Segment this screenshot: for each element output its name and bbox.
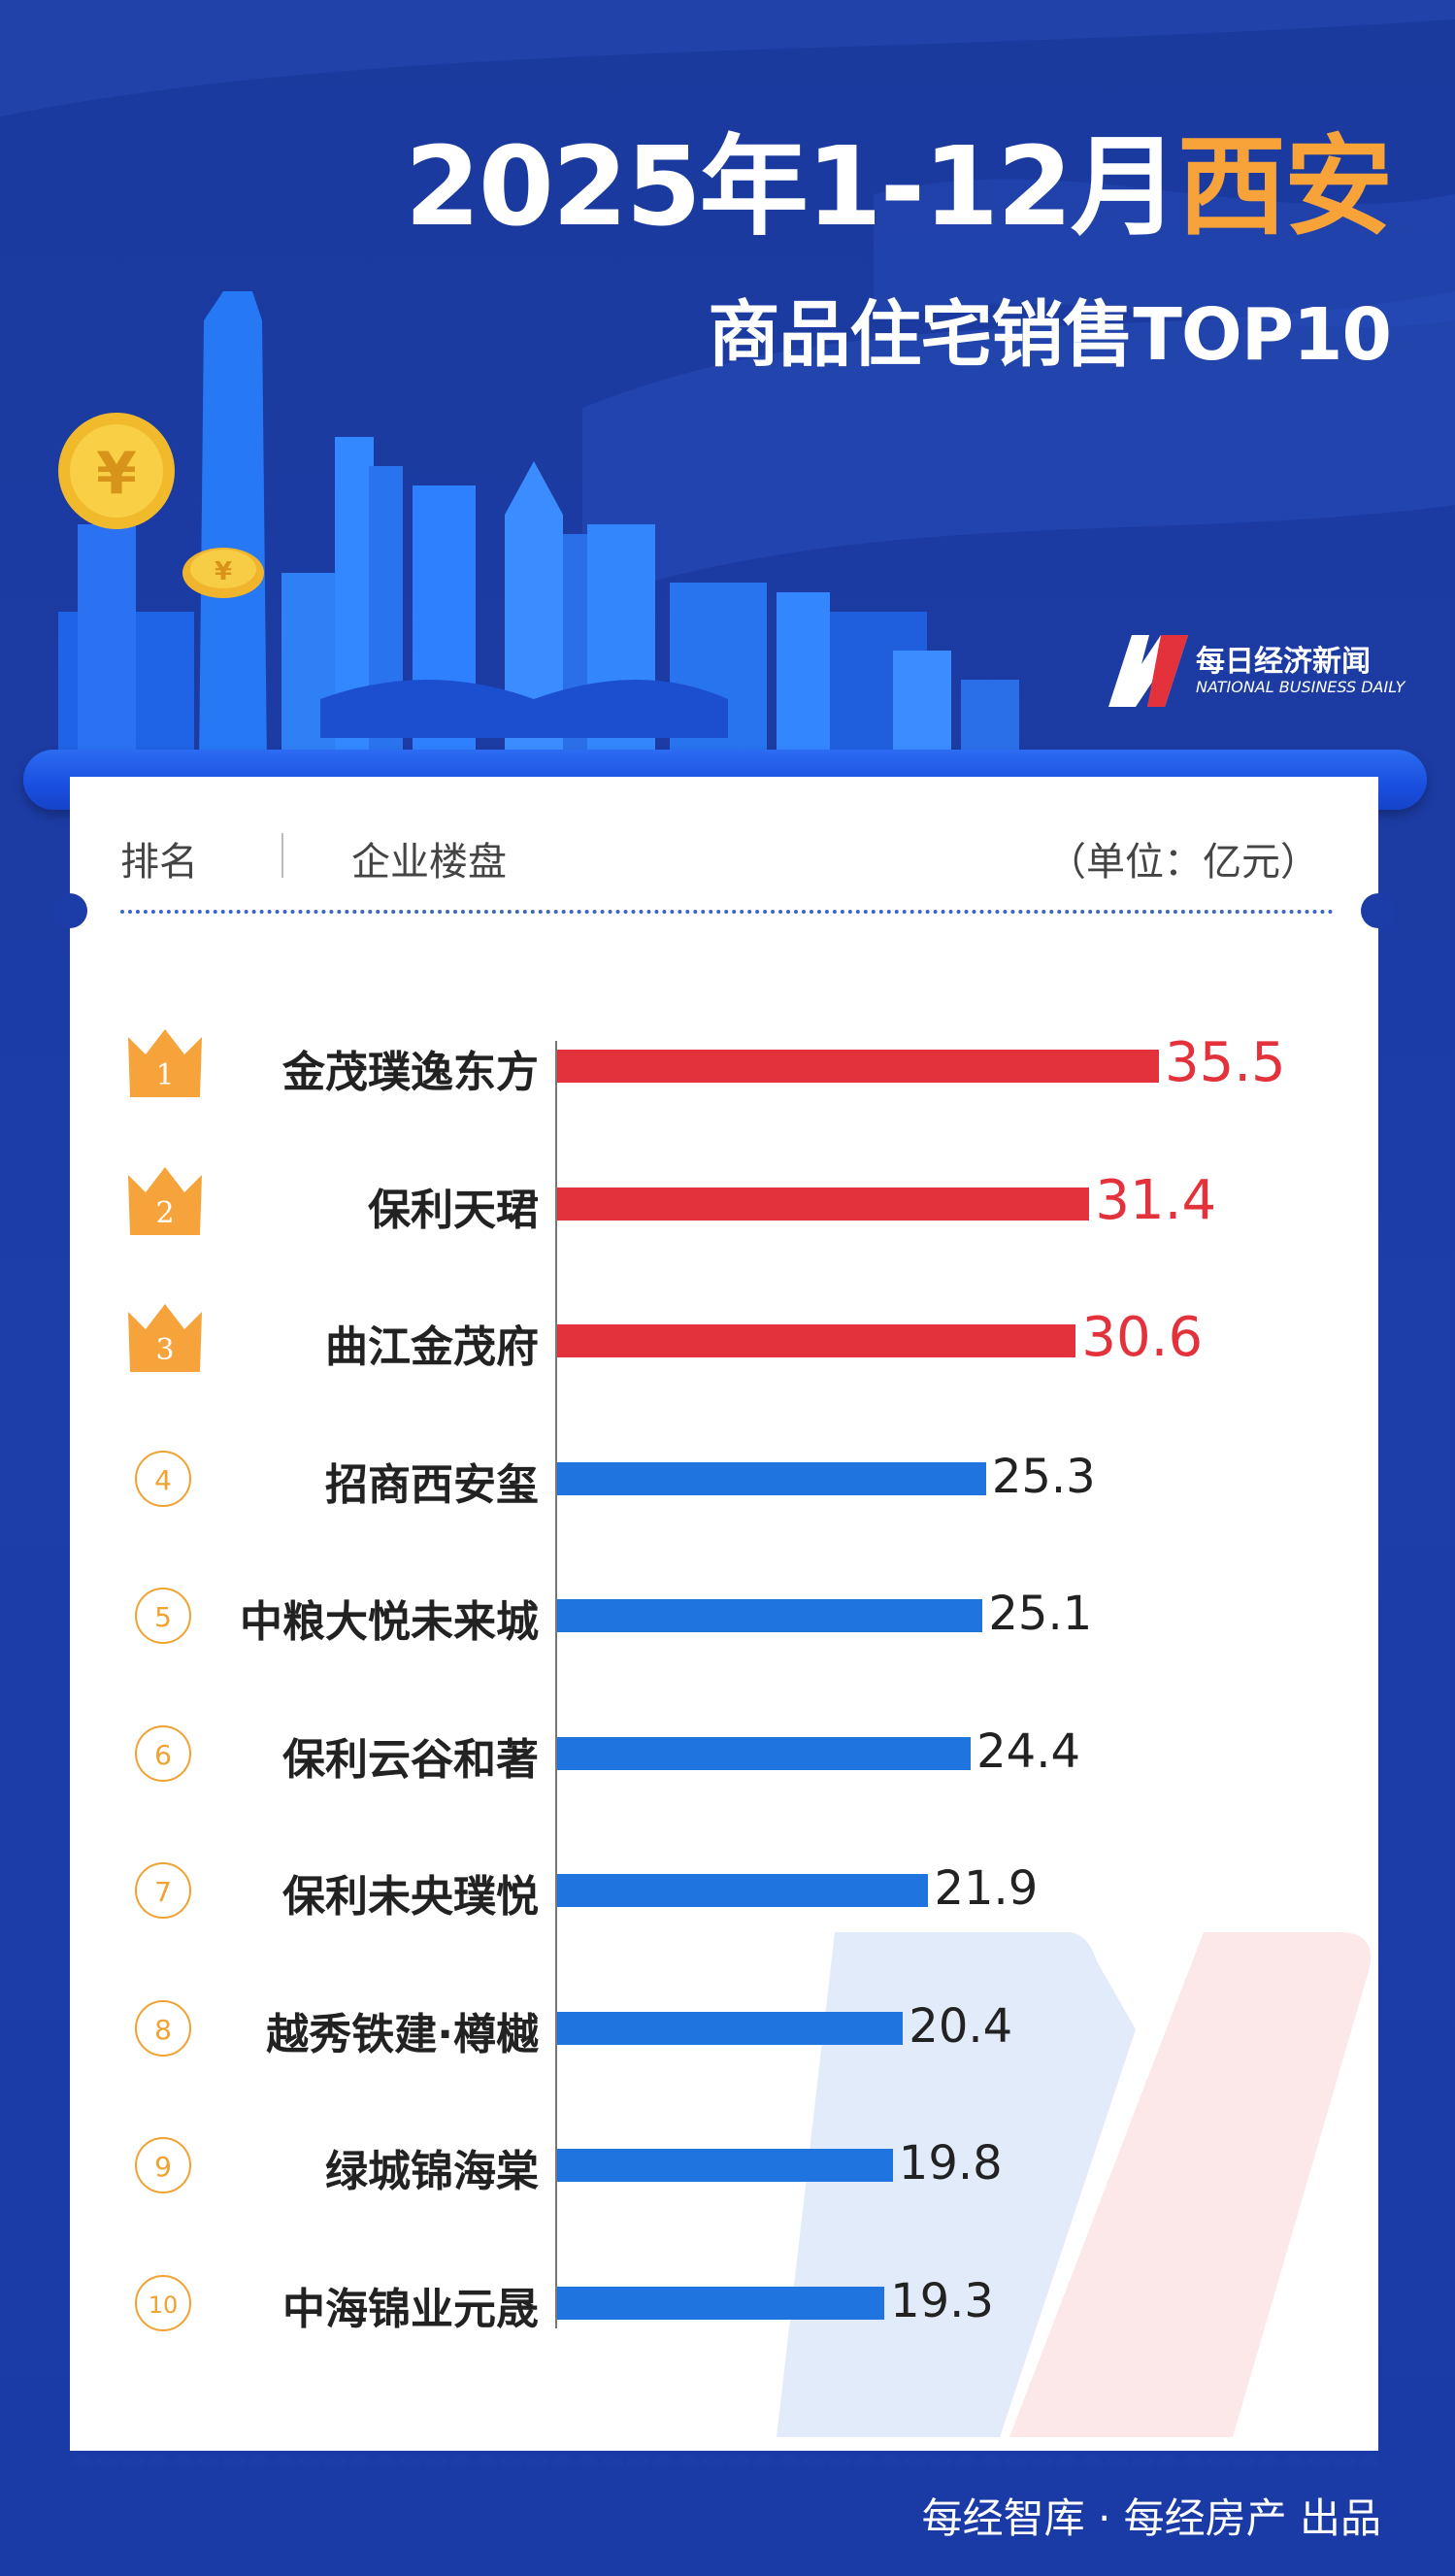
rank-number: 9 bbox=[135, 2137, 191, 2193]
value-label: 25.3 bbox=[991, 1449, 1096, 1504]
city-skyline-illustration: ¥ ¥ bbox=[58, 291, 1019, 767]
value-label: 30.6 bbox=[1081, 1306, 1204, 1369]
page-title: 2025年1-12月西安 bbox=[405, 124, 1393, 251]
title-main: 2025年1-12月 bbox=[405, 124, 1179, 251]
bar bbox=[557, 1461, 986, 1495]
rank-number: 1 bbox=[155, 1058, 175, 1092]
card-notch-left bbox=[52, 893, 87, 928]
header-divider bbox=[120, 910, 1334, 914]
bar bbox=[557, 1599, 983, 1632]
rank-number: 6 bbox=[135, 1724, 191, 1782]
rank-crown-icon: 3 bbox=[124, 1300, 206, 1378]
logo-english-name: NATIONAL BUSINESS DAILY bbox=[1196, 678, 1405, 696]
bar bbox=[557, 1187, 1090, 1221]
project-name: 保利未央璞悦 bbox=[282, 1872, 539, 1922]
project-name: 绿城锦海棠 bbox=[325, 2147, 539, 2196]
svg-text:¥: ¥ bbox=[96, 440, 137, 508]
value-label: 21.9 bbox=[934, 1861, 1039, 1916]
rank-number: 2 bbox=[155, 1195, 175, 1230]
project-name: 曲江金茂府 bbox=[325, 1322, 539, 1372]
project-name: 中海锦业元晟 bbox=[282, 2284, 539, 2334]
rank-crown-icon: 1 bbox=[124, 1025, 206, 1103]
rank-number: 5 bbox=[135, 1588, 191, 1644]
project-name: 金茂璞逸东方 bbox=[282, 1048, 539, 1097]
rank-number: 8 bbox=[135, 1999, 191, 2057]
value-label: 19.3 bbox=[890, 2273, 994, 2328]
bar bbox=[557, 1050, 1159, 1083]
value-label: 19.8 bbox=[898, 2136, 1003, 2191]
bar bbox=[557, 2286, 885, 2320]
project-name: 越秀铁建·樽樾 bbox=[266, 2009, 539, 2059]
svg-text:¥: ¥ bbox=[215, 557, 232, 586]
project-name: 中粮大悦未来城 bbox=[240, 1597, 539, 1647]
column-header-rank: 排名 bbox=[120, 840, 198, 885]
card-notch-right bbox=[1361, 893, 1396, 928]
background-waves bbox=[0, 0, 1455, 602]
title-city: 西安 bbox=[1177, 124, 1393, 251]
bar bbox=[557, 1324, 1076, 1357]
column-header-project: 企业楼盘 bbox=[351, 840, 507, 885]
nbd-logo-mark bbox=[1108, 635, 1188, 707]
nbd-logo: 每日经济新闻 NATIONAL BUSINESS DAILY bbox=[1107, 631, 1417, 709]
rank-number: 10 bbox=[135, 2274, 191, 2331]
rank-crown-icon: 2 bbox=[124, 1163, 206, 1241]
project-name: 保利云谷和著 bbox=[282, 1734, 539, 1785]
bar bbox=[557, 1736, 972, 1770]
value-label: 31.4 bbox=[1095, 1168, 1217, 1232]
project-name: 保利天珺 bbox=[368, 1185, 539, 1235]
value-label: 24.4 bbox=[976, 1723, 1081, 1779]
value-label: 35.5 bbox=[1165, 1031, 1286, 1094]
bar bbox=[557, 1874, 929, 1907]
logo-chinese-name: 每日经济新闻 bbox=[1196, 645, 1371, 679]
unit-label: （单位：亿元） bbox=[1047, 840, 1319, 885]
rank-number: 7 bbox=[135, 1862, 191, 1919]
bar bbox=[557, 2011, 904, 2045]
rank-number: 3 bbox=[155, 1333, 175, 1367]
card-scallop-edge bbox=[71, 2455, 1378, 2466]
header-separator bbox=[281, 833, 283, 878]
bar bbox=[557, 2149, 893, 2182]
footer-credit: 每经智库 · 每经房产 出品 bbox=[921, 2494, 1381, 2542]
rank-number: 4 bbox=[135, 1450, 191, 1507]
project-name: 招商西安玺 bbox=[325, 1459, 539, 1510]
watermark-logo bbox=[777, 1932, 1371, 2437]
page-subtitle: 商品住宅销售TOP10 bbox=[708, 293, 1392, 377]
value-label: 20.4 bbox=[909, 1998, 1013, 2054]
value-label: 25.1 bbox=[988, 1587, 1093, 1641]
chart-axis bbox=[555, 1041, 557, 2328]
